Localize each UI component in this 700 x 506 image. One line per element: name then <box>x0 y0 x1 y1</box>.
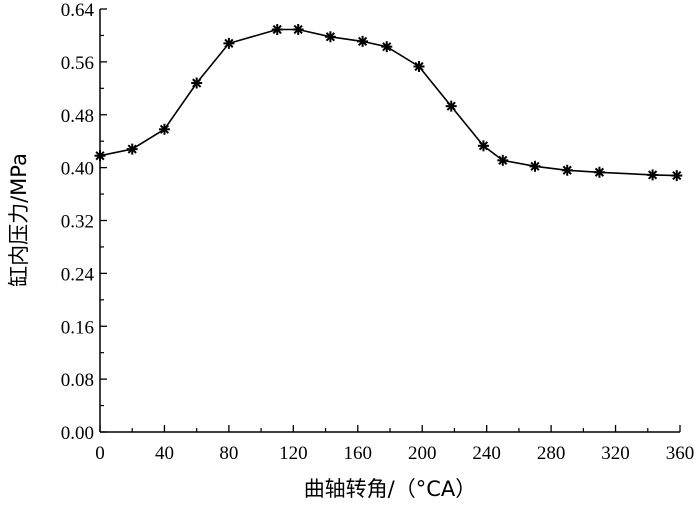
data-point-marker <box>477 140 489 152</box>
data-point-marker <box>223 37 235 49</box>
x-tick-label: 80 <box>219 443 238 464</box>
x-tick-label: 40 <box>155 443 174 464</box>
data-point-marker <box>561 164 573 176</box>
x-tick-label: 120 <box>279 443 308 464</box>
data-point-marker <box>324 31 336 43</box>
series-markers <box>94 23 683 182</box>
data-point-marker <box>671 170 683 182</box>
data-point-marker <box>94 150 106 162</box>
y-tick-label: 0.40 <box>61 159 94 180</box>
data-point-marker <box>381 41 393 53</box>
y-tick-label: 0.32 <box>61 212 94 233</box>
plot-area: 0 40 80 120 160 200 240 280 320 360 0.000.080.160… <box>61 0 695 464</box>
x-tick-label: 320 <box>601 443 630 464</box>
data-point-marker <box>271 23 283 35</box>
data-point-marker <box>158 123 170 135</box>
y-tick-label: 0.24 <box>61 264 95 285</box>
y-tick-label: 0.64 <box>61 0 95 21</box>
x-tick-label: 360 <box>666 443 695 464</box>
data-point-marker <box>529 160 541 172</box>
x-axis-title: 曲轴转角/（°CA） <box>304 477 477 501</box>
data-point-marker <box>593 166 605 178</box>
y-tick-label: 0.56 <box>61 53 94 74</box>
y-tick-label: 0.00 <box>61 423 94 444</box>
data-point-marker <box>413 61 425 73</box>
y-tick-label: 0.48 <box>61 106 94 127</box>
series-line <box>99 28 677 177</box>
x-tick-group: 0 40 80 120 160 200 240 280 320 360 <box>95 425 694 464</box>
data-point-marker <box>357 35 369 47</box>
data-point-marker <box>126 143 138 155</box>
x-tick-label: 200 <box>408 443 437 464</box>
data-point-marker <box>647 169 659 181</box>
y-tick-label: 0.16 <box>61 317 94 338</box>
x-tick-label: 240 <box>472 443 501 464</box>
data-point-marker <box>497 154 509 166</box>
x-tick-label: 0 <box>95 443 105 464</box>
y-axis-title: 缸内压力/MPa <box>7 153 31 287</box>
data-point-marker <box>191 77 203 89</box>
y-tick-label: 0.08 <box>61 370 94 391</box>
y-tick-group: 0.00 0.08 0.16 0.24 0.32 0.40 0.48 0.56 0.64 <box>61 0 107 444</box>
data-point-marker <box>292 23 304 35</box>
x-tick-label: 280 <box>537 443 566 464</box>
data-point-marker <box>445 100 457 112</box>
x-tick-label: 160 <box>344 443 373 464</box>
